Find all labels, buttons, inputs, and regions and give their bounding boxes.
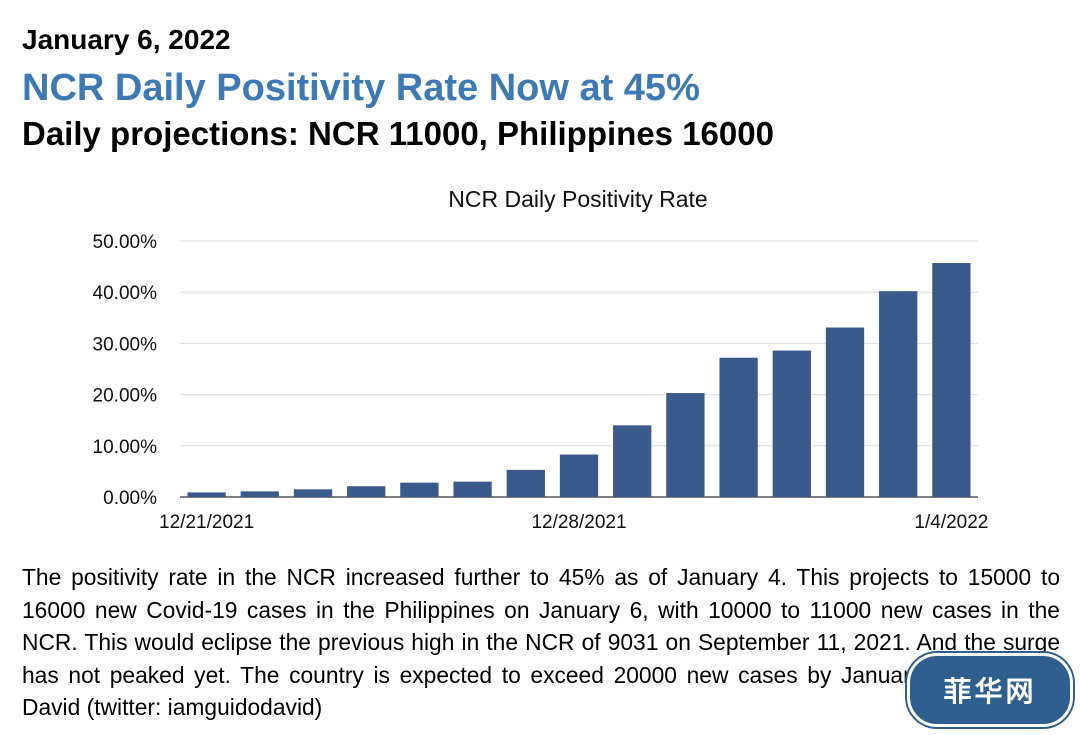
bar (879, 291, 918, 497)
bar (825, 327, 865, 497)
chart-title: NCR Daily Positivity Rate (448, 186, 707, 212)
y-axis-ticks: 0.00% 10.00% 20.00% 30.00% 40.00% 50.00% (93, 232, 158, 509)
article-paragraph: The positivity rate in the NCR increased… (22, 564, 1060, 720)
bar (719, 357, 758, 497)
bar (932, 263, 971, 497)
bar (613, 425, 652, 497)
x-tick-label: 12/28/2021 (531, 512, 626, 533)
bar (347, 486, 386, 497)
y-tick-label: 30.00% (93, 334, 158, 355)
y-tick-label: 20.00% (93, 386, 158, 407)
y-tick-label: 40.00% (93, 283, 158, 304)
bar (559, 454, 599, 497)
bar (400, 482, 439, 497)
x-axis-ticks: 12/21/2021 12/28/2021 1/4/2022 (159, 512, 988, 533)
x-tick-label: 1/4/2022 (914, 512, 988, 533)
y-tick-label: 50.00% (93, 232, 158, 253)
bar (772, 350, 811, 497)
headline: NCR Daily Positivity Rate Now at 45% (22, 67, 700, 109)
bar (240, 491, 279, 497)
bar (506, 469, 545, 497)
bars (187, 263, 971, 497)
x-tick-label: 12/21/2021 (159, 512, 254, 533)
bar (453, 481, 492, 497)
bar (187, 492, 226, 497)
y-tick-label: 10.00% (93, 437, 158, 458)
report-date: January 6, 2022 (22, 24, 231, 55)
site-logo-watermark: 菲华网 (907, 653, 1073, 727)
subheadline: Daily projections: NCR 11000, Philippine… (22, 115, 774, 152)
bar (293, 489, 333, 497)
positivity-rate-chart: NCR Daily Positivity Rate 0.00% 10.00% 20.… (93, 186, 989, 533)
bar (666, 393, 705, 497)
y-tick-label: 0.00% (103, 488, 157, 509)
